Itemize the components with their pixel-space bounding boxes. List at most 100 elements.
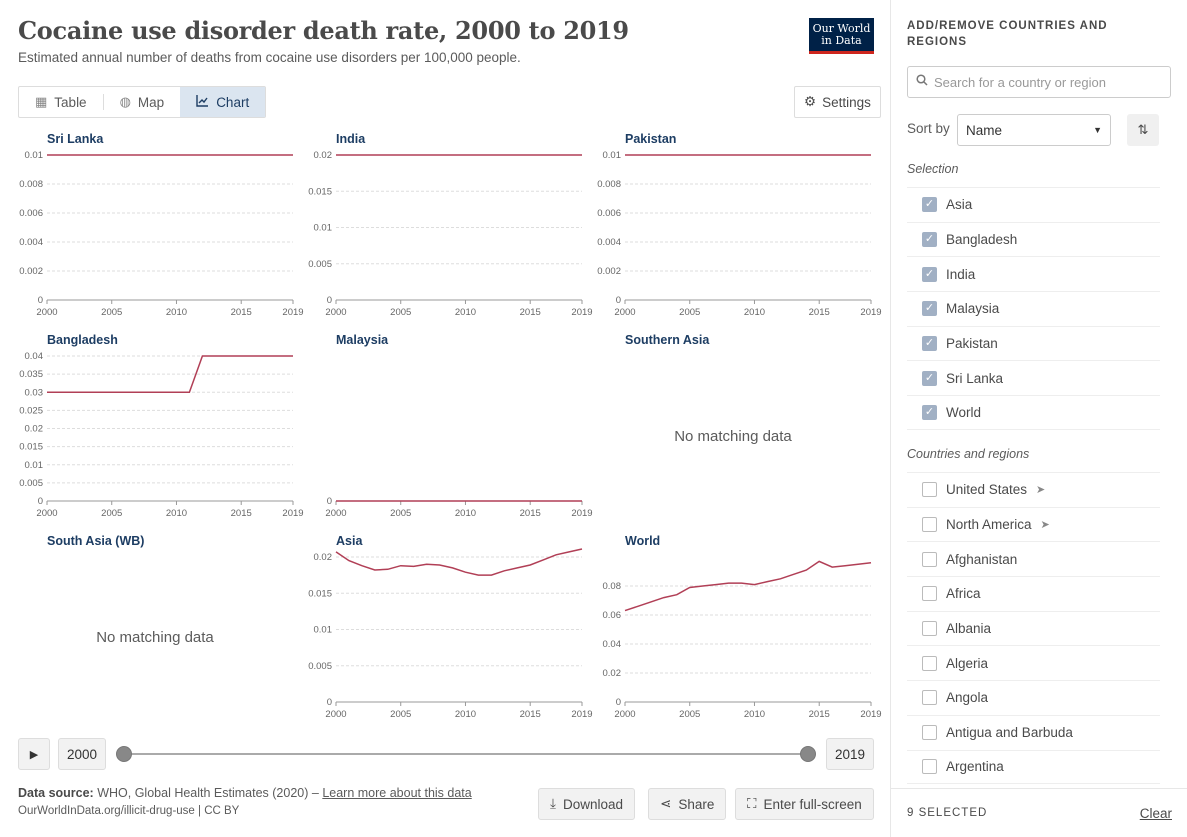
search-input[interactable] bbox=[934, 74, 1154, 90]
checkbox-icon[interactable] bbox=[922, 655, 937, 671]
selected-item[interactable]: ✓ World bbox=[907, 395, 1160, 430]
selected-count: 9 SELECTED bbox=[907, 807, 988, 819]
entity-selector-panel: ADD/REMOVE COUNTRIES AND REGIONS Sort by… bbox=[890, 0, 1187, 837]
x-tick-label: 2019 bbox=[282, 508, 303, 519]
x-tick-label: 2019 bbox=[282, 307, 303, 318]
search-box bbox=[907, 66, 1171, 98]
x-tick-label: 2000 bbox=[325, 307, 346, 318]
x-tick-label: 2010 bbox=[455, 709, 476, 720]
y-tick-label: 0.015 bbox=[19, 442, 43, 453]
settings-button[interactable]: ⚙ Settings bbox=[794, 86, 881, 118]
source-url: OurWorldInData.org/illicit-drug-use | CC… bbox=[18, 805, 240, 817]
x-tick-label: 2019 bbox=[571, 307, 592, 318]
timeline-track[interactable] bbox=[124, 753, 808, 755]
country-item-label: Afghanistan bbox=[946, 551, 1018, 567]
checkbox-icon[interactable] bbox=[922, 482, 937, 498]
y-tick-label: 0.008 bbox=[597, 179, 621, 190]
sort-label: Sort by bbox=[907, 121, 950, 136]
country-item[interactable]: Angola bbox=[907, 680, 1160, 715]
sort-select[interactable]: Name ▼ bbox=[957, 114, 1111, 146]
selected-item[interactable]: ✓ Bangladesh bbox=[907, 221, 1160, 257]
facet-india: India 0 0.005 0.01 0.015 0.02 2000 2005 2010 2015… bbox=[308, 132, 592, 318]
checkbox-checked-icon[interactable]: ✓ bbox=[922, 197, 937, 213]
country-item[interactable]: North America ➤ bbox=[907, 506, 1160, 542]
checkbox-icon[interactable] bbox=[922, 621, 937, 637]
facet-asia: Asia 0 0.005 0.01 0.015 0.02 2000 2005 2010 2015 2… bbox=[308, 534, 592, 720]
checkbox-checked-icon[interactable]: ✓ bbox=[922, 266, 937, 282]
checkbox-icon[interactable] bbox=[922, 725, 937, 741]
checkbox-icon[interactable] bbox=[922, 759, 937, 775]
y-tick-label: 0.006 bbox=[19, 208, 43, 219]
country-item[interactable]: Antigua and Barbuda bbox=[907, 714, 1160, 750]
selected-item[interactable]: ✓ Malaysia bbox=[907, 291, 1160, 326]
x-tick-label: 2000 bbox=[614, 709, 635, 720]
selected-item[interactable]: ✓ India bbox=[907, 256, 1160, 291]
share-button[interactable]: ⋖ Share bbox=[648, 788, 727, 820]
facet-title: South Asia (WB) bbox=[47, 534, 144, 548]
country-item[interactable]: Algeria bbox=[907, 645, 1160, 680]
owid-logo[interactable]: Our World in Data bbox=[809, 18, 874, 54]
source-label: Data source: bbox=[18, 786, 94, 800]
checkbox-checked-icon[interactable]: ✓ bbox=[922, 404, 937, 420]
y-tick-label: 0 bbox=[327, 295, 332, 306]
tab-chart[interactable]: Chart bbox=[180, 87, 266, 117]
checkbox-checked-icon[interactable]: ✓ bbox=[922, 370, 937, 386]
checkbox-icon[interactable] bbox=[922, 551, 937, 567]
download-button[interactable]: ⤓ Download bbox=[538, 788, 636, 820]
selected-item-label: Malaysia bbox=[946, 301, 1000, 317]
y-tick-label: 0.06 bbox=[603, 610, 622, 621]
play-button[interactable]: ▶ bbox=[18, 738, 50, 770]
sort-order-button[interactable]: ⇅ bbox=[1127, 114, 1159, 146]
series-line[interactable] bbox=[335, 548, 583, 576]
y-tick-label: 0 bbox=[327, 697, 332, 708]
country-item[interactable]: Argentina bbox=[907, 749, 1160, 785]
y-tick-label: 0.005 bbox=[308, 259, 332, 270]
x-tick-label: 2015 bbox=[520, 307, 541, 318]
download-icon: ⤓ bbox=[550, 796, 556, 811]
no-data-message: No matching data bbox=[96, 629, 214, 646]
series-line[interactable] bbox=[624, 560, 872, 612]
timeline-start-year[interactable]: 2000 bbox=[58, 738, 107, 770]
facet-title: India bbox=[336, 132, 366, 146]
expand-icon: ⛶ bbox=[747, 796, 757, 811]
selected-item-label: Bangladesh bbox=[946, 232, 1018, 248]
facet-title: Sri Lanka bbox=[47, 132, 104, 146]
country-item[interactable]: Albania bbox=[907, 610, 1160, 646]
selected-item[interactable]: ✓ Sri Lanka bbox=[907, 360, 1160, 395]
country-item-label: Algeria bbox=[946, 655, 989, 671]
tab-map[interactable]: ◍ Map bbox=[104, 87, 181, 117]
x-tick-label: 2005 bbox=[679, 307, 700, 318]
fullscreen-button[interactable]: ⛶ Enter full-screen bbox=[735, 788, 874, 820]
facet-south-asia-wb: South Asia (WB) No matching data bbox=[47, 534, 214, 646]
x-tick-label: 2000 bbox=[36, 307, 57, 318]
x-tick-label: 2005 bbox=[101, 508, 122, 519]
country-item[interactable]: Afghanistan bbox=[907, 541, 1160, 576]
checkbox-checked-icon[interactable]: ✓ bbox=[922, 232, 937, 248]
timeline-end-handle[interactable] bbox=[800, 746, 816, 762]
timeline-end-year[interactable]: 2019 bbox=[825, 738, 874, 770]
timeline-start-handle[interactable] bbox=[116, 746, 132, 762]
learn-more-link[interactable]: Learn more about this data bbox=[322, 786, 472, 800]
y-tick-label: 0 bbox=[327, 496, 332, 507]
checkbox-icon[interactable] bbox=[922, 517, 937, 533]
selected-item[interactable]: ✓ Asia bbox=[907, 187, 1160, 222]
y-tick-label: 0.04 bbox=[25, 351, 44, 362]
y-tick-label: 0.005 bbox=[19, 478, 43, 489]
series-line[interactable] bbox=[47, 355, 293, 394]
country-item[interactable]: United States ➤ bbox=[907, 472, 1160, 507]
source-text: WHO, Global Health Estimates (2020) – bbox=[97, 786, 319, 800]
facet-title: Asia bbox=[336, 534, 363, 548]
x-tick-label: 2000 bbox=[36, 508, 57, 519]
clear-button[interactable]: Clear bbox=[1139, 805, 1172, 821]
settings-label: Settings bbox=[822, 94, 871, 110]
country-item-label: United States bbox=[946, 482, 1028, 498]
selected-item-label: India bbox=[946, 266, 976, 282]
tab-table[interactable]: ▦ Table bbox=[19, 87, 103, 117]
checkbox-checked-icon[interactable]: ✓ bbox=[922, 336, 937, 352]
country-item[interactable]: Africa bbox=[907, 576, 1160, 611]
checkbox-icon[interactable] bbox=[922, 690, 937, 706]
selected-item[interactable]: ✓ Pakistan bbox=[907, 325, 1160, 361]
checkbox-icon[interactable] bbox=[922, 586, 937, 602]
checkbox-checked-icon[interactable]: ✓ bbox=[922, 301, 937, 317]
